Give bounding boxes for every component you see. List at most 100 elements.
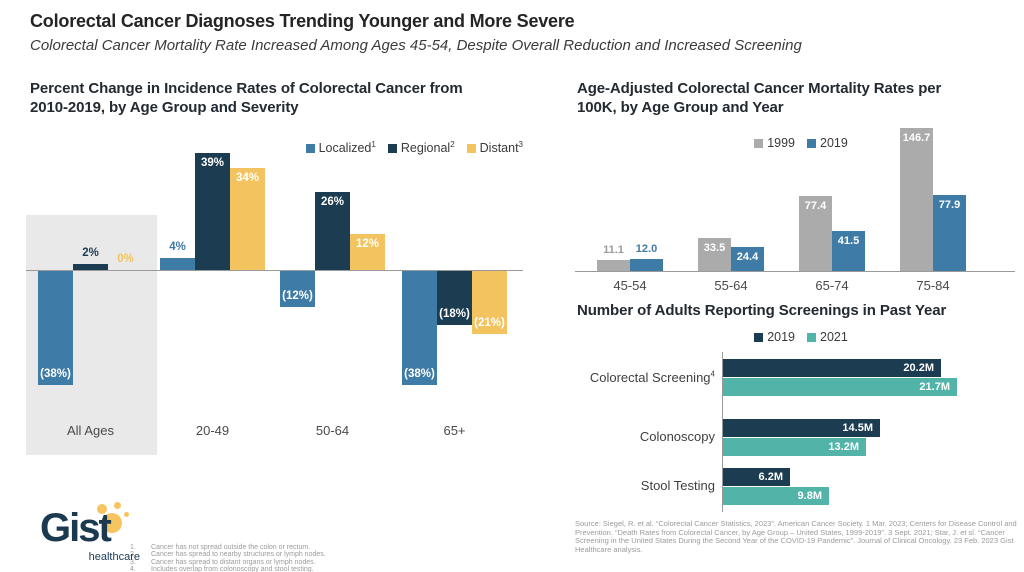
logo-circle-tiny (124, 512, 129, 517)
incidence-bar (315, 192, 350, 270)
footnote-number: 1. (130, 544, 136, 551)
screening-bar (723, 378, 957, 396)
logo-tagline: healthcare (88, 551, 140, 563)
gist-logo: Gist healthcare (30, 502, 142, 568)
incidence-bar (73, 264, 108, 270)
legend-swatch (754, 138, 764, 148)
screening-bar (723, 438, 866, 456)
incidence-bar-label: (38%) (40, 368, 71, 380)
logo-circle-small (114, 502, 121, 509)
legend-swatch (305, 143, 315, 153)
row-label-text: Colonoscopy (639, 429, 715, 444)
incidence-plot: (38%) 2% 0% All Ages 4% 39% 34% 20-49 (12%) 26% 12… (26, 150, 523, 455)
incidence-legend: Localized1 Regional2 Distant3 (26, 139, 523, 155)
legend-swatch (466, 143, 476, 153)
incidence-bar-label: 39% (200, 157, 225, 169)
legend-swatch (387, 143, 397, 153)
legend-swatch (807, 332, 816, 342)
incidence-bar (437, 271, 472, 325)
footnote-text: Cancer has not spread outside the colon … (151, 544, 311, 551)
footnotes-list: 1. Cancer has not spread outside the colo… (130, 544, 540, 572)
footnote-text: Cancer has spread to distant organs or l… (151, 558, 316, 566)
footnote-text: Includes overlap from colonoscopy and st… (151, 565, 314, 572)
screening-bar-label: 13.2M (828, 441, 859, 453)
incidence-bar-label: 2% (82, 247, 99, 259)
mortality-category-label: 55-64 (714, 278, 748, 293)
legend-label: 1999 (767, 136, 795, 150)
screening-y-axis (722, 352, 723, 512)
footnote-number: 4. (130, 565, 136, 572)
screening-bar-label: 9.8M (797, 490, 822, 502)
legend-sup: 2 (450, 139, 455, 149)
screening-row-label: Stool Testing (575, 478, 715, 493)
mortality-x-axis (575, 271, 1015, 272)
incidence-category-label: 65+ (443, 423, 466, 438)
incidence-bar-label: 4% (169, 241, 186, 253)
mortality-chart-title: Age-Adjusted Colorectal Cancer Mortality… (577, 80, 942, 116)
footnote-row: 4. Includes overlap from colonoscopy and … (130, 566, 540, 572)
row-label-text: Stool Testing (640, 478, 715, 493)
mortality-bar-label: 77.4 (804, 200, 827, 212)
incidence-bar-label: (21%) (474, 317, 505, 329)
incidence-bar-label: (38%) (404, 368, 435, 380)
logo-wordmark: Gist (40, 506, 112, 550)
screening-bar-label: 14.5M (842, 422, 873, 434)
mortality-bar-label: 24.4 (736, 251, 759, 263)
mortality-bar (731, 247, 764, 271)
mortality-bar-label: 41.5 (837, 235, 860, 247)
legend-item-localized: Localized1 (305, 139, 376, 155)
legend-label: 2019 (820, 136, 848, 150)
mortality-bar (597, 260, 630, 271)
incidence-bar (38, 271, 73, 385)
legend-label: 2021 (820, 330, 848, 344)
incidence-bar (280, 271, 315, 307)
incidence-bar-label: 12% (355, 238, 380, 250)
legend-item-2019: 2019 (807, 136, 848, 150)
screening-bar-label: 21.7M (919, 381, 950, 393)
legend-label: Localized1 (318, 139, 376, 155)
mortality-bar (832, 231, 865, 271)
legend-label: Regional2 (400, 139, 455, 155)
screening-bar-label: 20.2M (903, 362, 934, 374)
incidence-bar-label: 26% (320, 196, 345, 208)
page-subtitle: Colorectal Cancer Mortality Rate Increas… (30, 37, 802, 54)
footnote-row: 1. Cancer has not spread outside the colo… (130, 544, 540, 551)
screening-bar (723, 359, 941, 377)
mortality-bar-label: 11.1 (603, 244, 624, 256)
mortality-plot: 11.1 12.0 45-54 33.5 24.4 55-64 77.4 41.5 65-74 1… (575, 128, 1015, 298)
legend-item-2021: 2021 (807, 330, 848, 344)
incidence-category-label: 50-64 (315, 423, 350, 438)
incidence-x-axis (26, 270, 523, 271)
footnote-row: 3. Cancer has spread to distant organs or… (130, 559, 540, 566)
footnote-number: 3. (130, 558, 136, 566)
mortality-category-label: 45-54 (613, 278, 647, 293)
incidence-bar (195, 153, 230, 270)
legend-item-regional: Regional2 (387, 139, 455, 155)
mortality-bar (698, 238, 731, 271)
row-label-sup: 4 (710, 369, 715, 379)
footnote-number: 2. (130, 551, 136, 559)
incidence-bar-label: (18%) (439, 308, 470, 320)
legend-sup: 3 (518, 139, 523, 149)
page-title: Colorectal Cancer Diagnoses Trending You… (30, 11, 575, 31)
screening-bar (723, 487, 829, 505)
mortality-category-label: 65-74 (815, 278, 849, 293)
screening-bar (723, 468, 790, 486)
incidence-bar-label: 34% (235, 172, 260, 184)
incidence-chart-title: Percent Change in Incidence Rates of Col… (30, 80, 463, 116)
legend-item-2019: 2019 (754, 330, 795, 344)
legend-item-1999: 1999 (754, 136, 795, 150)
source-text: Source: Siegel, R. et al. “Colorectal Ca… (575, 519, 1017, 554)
incidence-bar (230, 168, 265, 270)
incidence-category-label: 20-49 (195, 423, 230, 438)
logo-circle-large (102, 513, 122, 533)
mortality-category-label: 75-84 (916, 278, 950, 293)
mortality-bar (630, 259, 663, 271)
screening-bar (723, 419, 880, 437)
mortality-bar-label: 77.9 (938, 199, 961, 211)
screening-chart-title: Number of Adults Reporting Screenings in… (577, 302, 947, 319)
legend-swatch (807, 138, 816, 148)
logo-circle-medium (97, 504, 107, 514)
incidence-bar (350, 234, 385, 270)
